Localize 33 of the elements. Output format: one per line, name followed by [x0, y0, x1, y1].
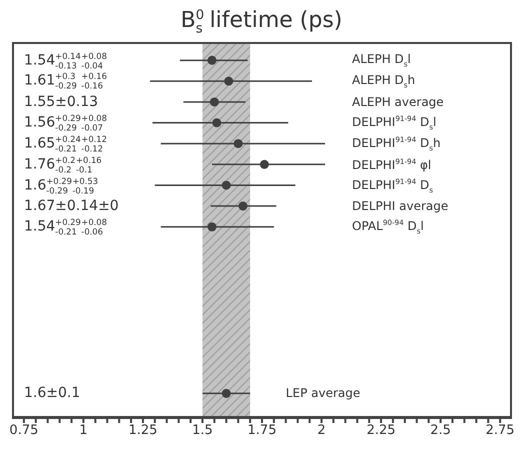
point: [222, 180, 231, 190]
y-tick-label: ALEPH D$_{s}$h: [352, 72, 416, 90]
point: [210, 97, 219, 106]
y-tick-label: DELPHI average: [352, 199, 448, 214]
x-tick-label: 2.75: [486, 423, 515, 438]
x-tick-label: 1.75: [248, 423, 276, 438]
point: [222, 388, 231, 398]
x-tick-label: 1: [79, 423, 88, 438]
y-tick-label: LEP average: [286, 386, 360, 400]
point: [224, 76, 234, 86]
point: [234, 139, 243, 148]
x-tick-label: 2: [317, 423, 326, 438]
annotation: 1.55±0.13: [24, 94, 98, 110]
y-tick-label: DELPHI$^{91-94}$ D$_{s}$l: [352, 114, 436, 132]
x-tick-label: 0.75: [9, 423, 38, 438]
point: [260, 160, 269, 169]
x-tick-label: 1.25: [128, 423, 158, 438]
y-tick-label: ALEPH D$_{s}$l: [352, 52, 411, 68]
y-tick-label: DELPHI$^{91-94}$ φl: [352, 156, 432, 172]
y-tick-label: DELPHI$^{91-94}$ D$_{s}$: [352, 176, 434, 194]
point: [207, 56, 217, 65]
point: [207, 222, 217, 232]
y-tick-label: DELPHI$^{91-94}$ D$_{s}$h: [352, 134, 441, 152]
y-tick-label: OPAL$^{90-94}$ D$_{s}$l: [352, 218, 424, 236]
annotation: 1.6±0.1: [24, 385, 80, 402]
x-tick-label: 1.5: [192, 423, 213, 438]
chart-title: B$^{0}$$_{s}$ lifetime (ps): [180, 8, 342, 37]
x-tick-label: 2.5: [430, 423, 451, 438]
point: [212, 118, 222, 128]
x-tick-label: 2.25: [366, 423, 396, 438]
annotation: 1.67±0.14±0: [24, 198, 119, 214]
y-tick-label: ALEPH average: [352, 94, 444, 109]
point: [238, 202, 248, 211]
